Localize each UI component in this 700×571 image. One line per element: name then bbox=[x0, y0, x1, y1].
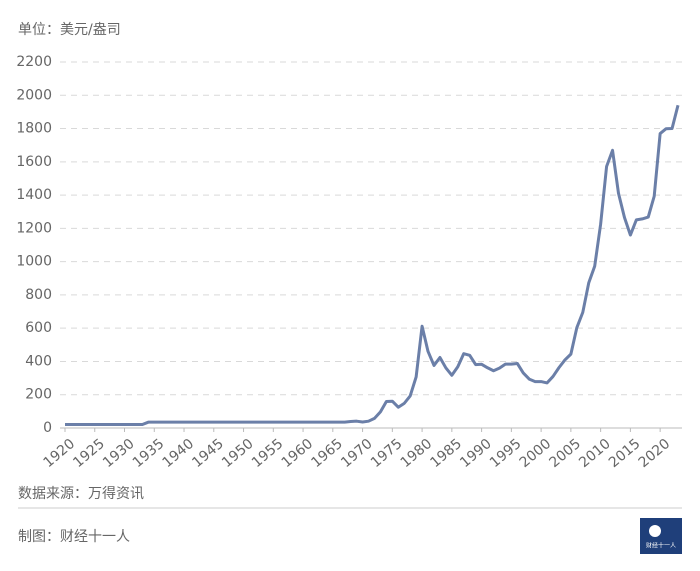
y-tick-label: 2200 bbox=[16, 54, 52, 70]
y-tick-label: 2000 bbox=[16, 87, 52, 103]
x-tick-label: 1970 bbox=[338, 436, 376, 471]
source: 数据来源：万得资讯 bbox=[18, 485, 144, 502]
y-tick-label: 600 bbox=[25, 320, 52, 336]
x-tick-label: 1945 bbox=[189, 436, 227, 471]
unit-label: 单位：美元/盎司 bbox=[18, 22, 121, 38]
x-tick-label: 1995 bbox=[487, 436, 525, 471]
logo-bg bbox=[640, 518, 682, 554]
x-tick-label: 1960 bbox=[279, 436, 317, 471]
y-tick-label: 200 bbox=[25, 387, 52, 403]
y-tick-label: 1800 bbox=[16, 121, 52, 137]
x-tick-label: 1935 bbox=[130, 436, 168, 471]
x-tick-label: 1920 bbox=[41, 436, 79, 471]
x-tick-label: 2015 bbox=[606, 436, 644, 471]
x-tick-label: 1930 bbox=[100, 436, 138, 471]
y-tick-label: 1200 bbox=[16, 220, 52, 236]
x-tick-label: 2000 bbox=[517, 436, 555, 471]
x-tick-label: 2020 bbox=[636, 436, 674, 471]
logo-text: 财经十一人 bbox=[646, 542, 676, 550]
y-tick-label: 1600 bbox=[16, 154, 52, 170]
y-tick-label: 1000 bbox=[16, 254, 52, 270]
data-line bbox=[65, 104, 680, 427]
x-tick-label: 1955 bbox=[249, 436, 287, 471]
x-tick-label: 1965 bbox=[308, 436, 346, 471]
x-tick-label: 1980 bbox=[398, 436, 436, 471]
x-tick-label: 2005 bbox=[546, 436, 584, 471]
y-tick-label: 0 bbox=[43, 420, 52, 436]
x-tick-label: 1940 bbox=[160, 436, 198, 471]
logo-icon bbox=[649, 525, 661, 537]
credit: 制图：财经十一人 bbox=[18, 529, 130, 545]
y-tick-label: 400 bbox=[25, 353, 52, 369]
x-tick-label: 2010 bbox=[576, 436, 614, 471]
logo: 财经十一人 bbox=[640, 518, 682, 554]
x-tick-label: 1990 bbox=[457, 436, 495, 471]
x-tick-label: 1925 bbox=[70, 436, 108, 471]
y-tick-label: 800 bbox=[25, 287, 52, 303]
x-tick-label: 1975 bbox=[368, 436, 406, 471]
x-tick-label: 1985 bbox=[427, 436, 465, 471]
x-tick-label: 1950 bbox=[219, 436, 257, 471]
y-tick-label: 1400 bbox=[16, 187, 52, 203]
